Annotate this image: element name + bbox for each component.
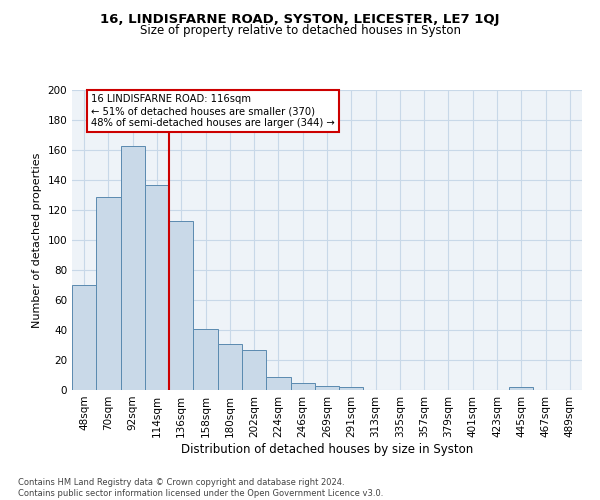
Bar (121, 146, 145, 390)
Text: 16 LINDISFARNE ROAD: 116sqm
← 51% of detached houses are smaller (370)
48% of se: 16 LINDISFARNE ROAD: 116sqm ← 51% of det… (91, 94, 335, 128)
Bar (145, 184, 169, 390)
Bar (339, 387, 364, 390)
Bar (266, 376, 290, 390)
Bar (96, 196, 121, 390)
Text: Size of property relative to detached houses in Syston: Size of property relative to detached ho… (139, 24, 461, 37)
Bar (72, 285, 96, 390)
Bar (290, 382, 315, 390)
Bar (242, 350, 266, 390)
Bar (169, 220, 193, 390)
Bar (509, 387, 533, 390)
Bar (315, 386, 339, 390)
Bar (218, 344, 242, 390)
Text: 16, LINDISFARNE ROAD, SYSTON, LEICESTER, LE7 1QJ: 16, LINDISFARNE ROAD, SYSTON, LEICESTER,… (100, 12, 500, 26)
Y-axis label: Number of detached properties: Number of detached properties (32, 152, 42, 328)
Text: Distribution of detached houses by size in Syston: Distribution of detached houses by size … (181, 442, 473, 456)
Bar (193, 328, 218, 390)
Text: Contains HM Land Registry data © Crown copyright and database right 2024.
Contai: Contains HM Land Registry data © Crown c… (18, 478, 383, 498)
